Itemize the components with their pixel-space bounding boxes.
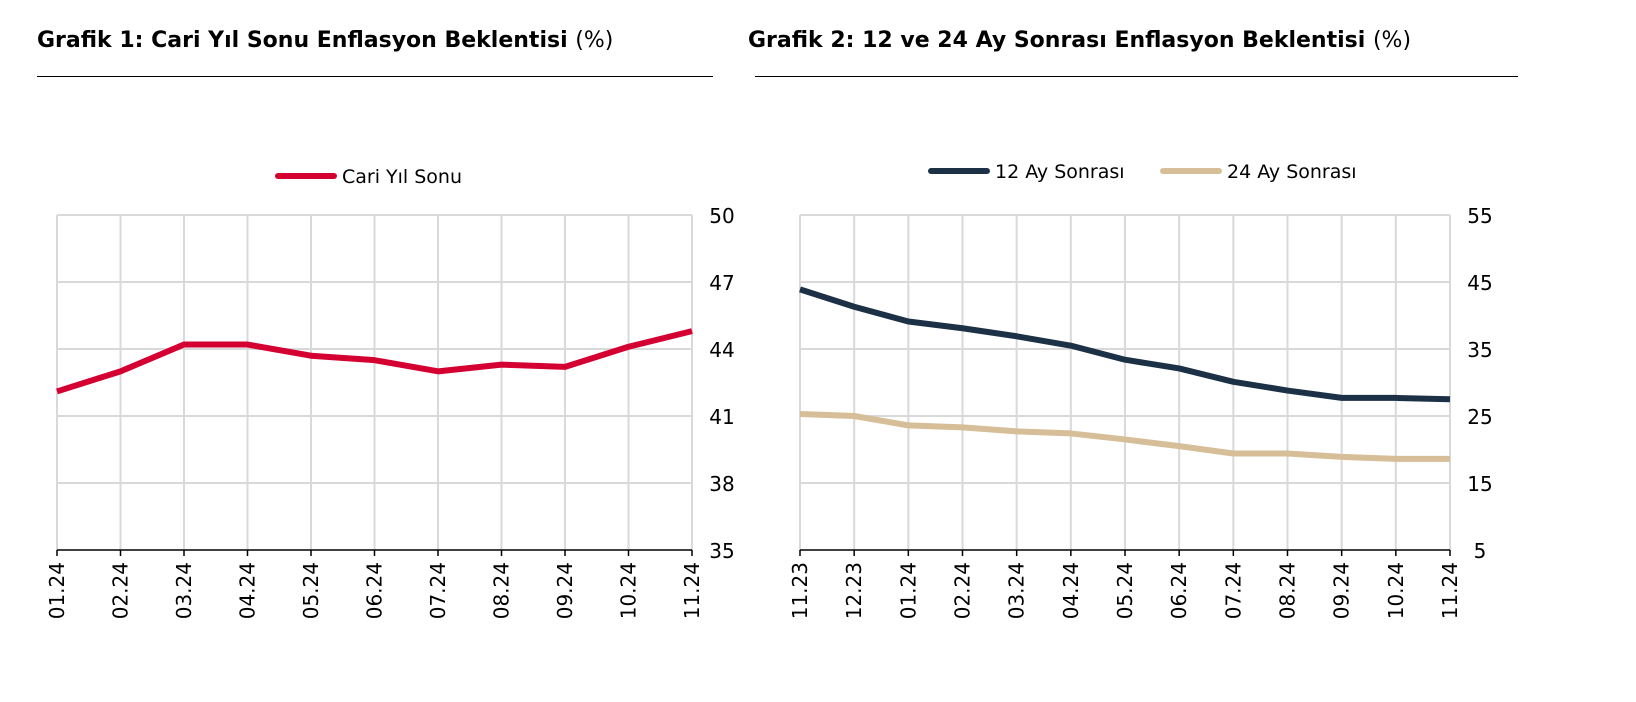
chart1-title: Grafik 1: Cari Yıl Sonu Enflasyon Beklen… — [37, 28, 614, 53]
x-tick-label: 01.24 — [896, 562, 920, 619]
y-tick-label: 38 — [709, 472, 734, 496]
legend-label: Cari Yıl Sonu — [342, 166, 462, 188]
x-tick-label: 02.24 — [109, 562, 133, 619]
x-tick-label: 06.24 — [1167, 562, 1191, 619]
y-tick-label: 25 — [1467, 405, 1492, 429]
y-tick-label: 47 — [709, 271, 734, 295]
y-tick-label: 15 — [1467, 472, 1492, 496]
y-tick-label: 44 — [709, 338, 734, 362]
x-tick-label: 07.24 — [426, 562, 450, 619]
chart1-title-rule — [37, 76, 713, 77]
y-tick-label: 35 — [709, 539, 734, 563]
legend-label: 12 Ay Sonrası — [995, 161, 1125, 183]
chart2-title-rule — [755, 76, 1518, 77]
x-tick-label: 03.24 — [1005, 562, 1029, 619]
x-tick-label: 06.24 — [363, 562, 387, 619]
legend-label: 24 Ay Sonrası — [1227, 161, 1357, 183]
x-tick-label: 09.24 — [553, 562, 577, 619]
y-tick-label: 35 — [1467, 338, 1492, 362]
x-tick-label: 07.24 — [1221, 562, 1245, 619]
x-tick-label: 11.23 — [788, 562, 812, 619]
y-tick-label: 55 — [1467, 204, 1492, 228]
x-tick-label: 05.24 — [299, 562, 323, 619]
x-tick-label: 08.24 — [490, 562, 514, 619]
x-tick-label: 01.24 — [45, 562, 69, 619]
chart2-title: Grafik 2: 12 ve 24 Ay Sonrası Enflasyon … — [748, 28, 1412, 53]
y-tick-label: 45 — [1467, 271, 1492, 295]
y-tick-label: 41 — [709, 405, 734, 429]
x-tick-label: 02.24 — [951, 562, 975, 619]
x-tick-label: 12.23 — [842, 562, 866, 619]
x-tick-label: 11.24 — [1438, 562, 1462, 619]
x-tick-label: 09.24 — [1330, 562, 1354, 619]
chart-1: 35 38 41 44 47 50 01.24 02.24 03.24 04.24 05.24 06.… — [45, 166, 735, 619]
x-tick-label: 04.24 — [236, 562, 260, 619]
x-tick-label: 11.24 — [680, 562, 704, 619]
x-tick-label: 03.24 — [172, 562, 196, 619]
chart-2: 5 15 25 35 45 55 11.23 12.23 01.24 02.24 03.24 04.2… — [788, 161, 1493, 619]
x-tick-label: 10.24 — [617, 562, 641, 619]
x-tick-label: 08.24 — [1276, 562, 1300, 619]
y-tick-label: 5 — [1474, 539, 1487, 563]
x-tick-label: 04.24 — [1059, 562, 1083, 619]
y-tick-label: 50 — [709, 204, 734, 228]
x-tick-label: 05.24 — [1113, 562, 1137, 619]
x-tick-label: 10.24 — [1384, 562, 1408, 619]
